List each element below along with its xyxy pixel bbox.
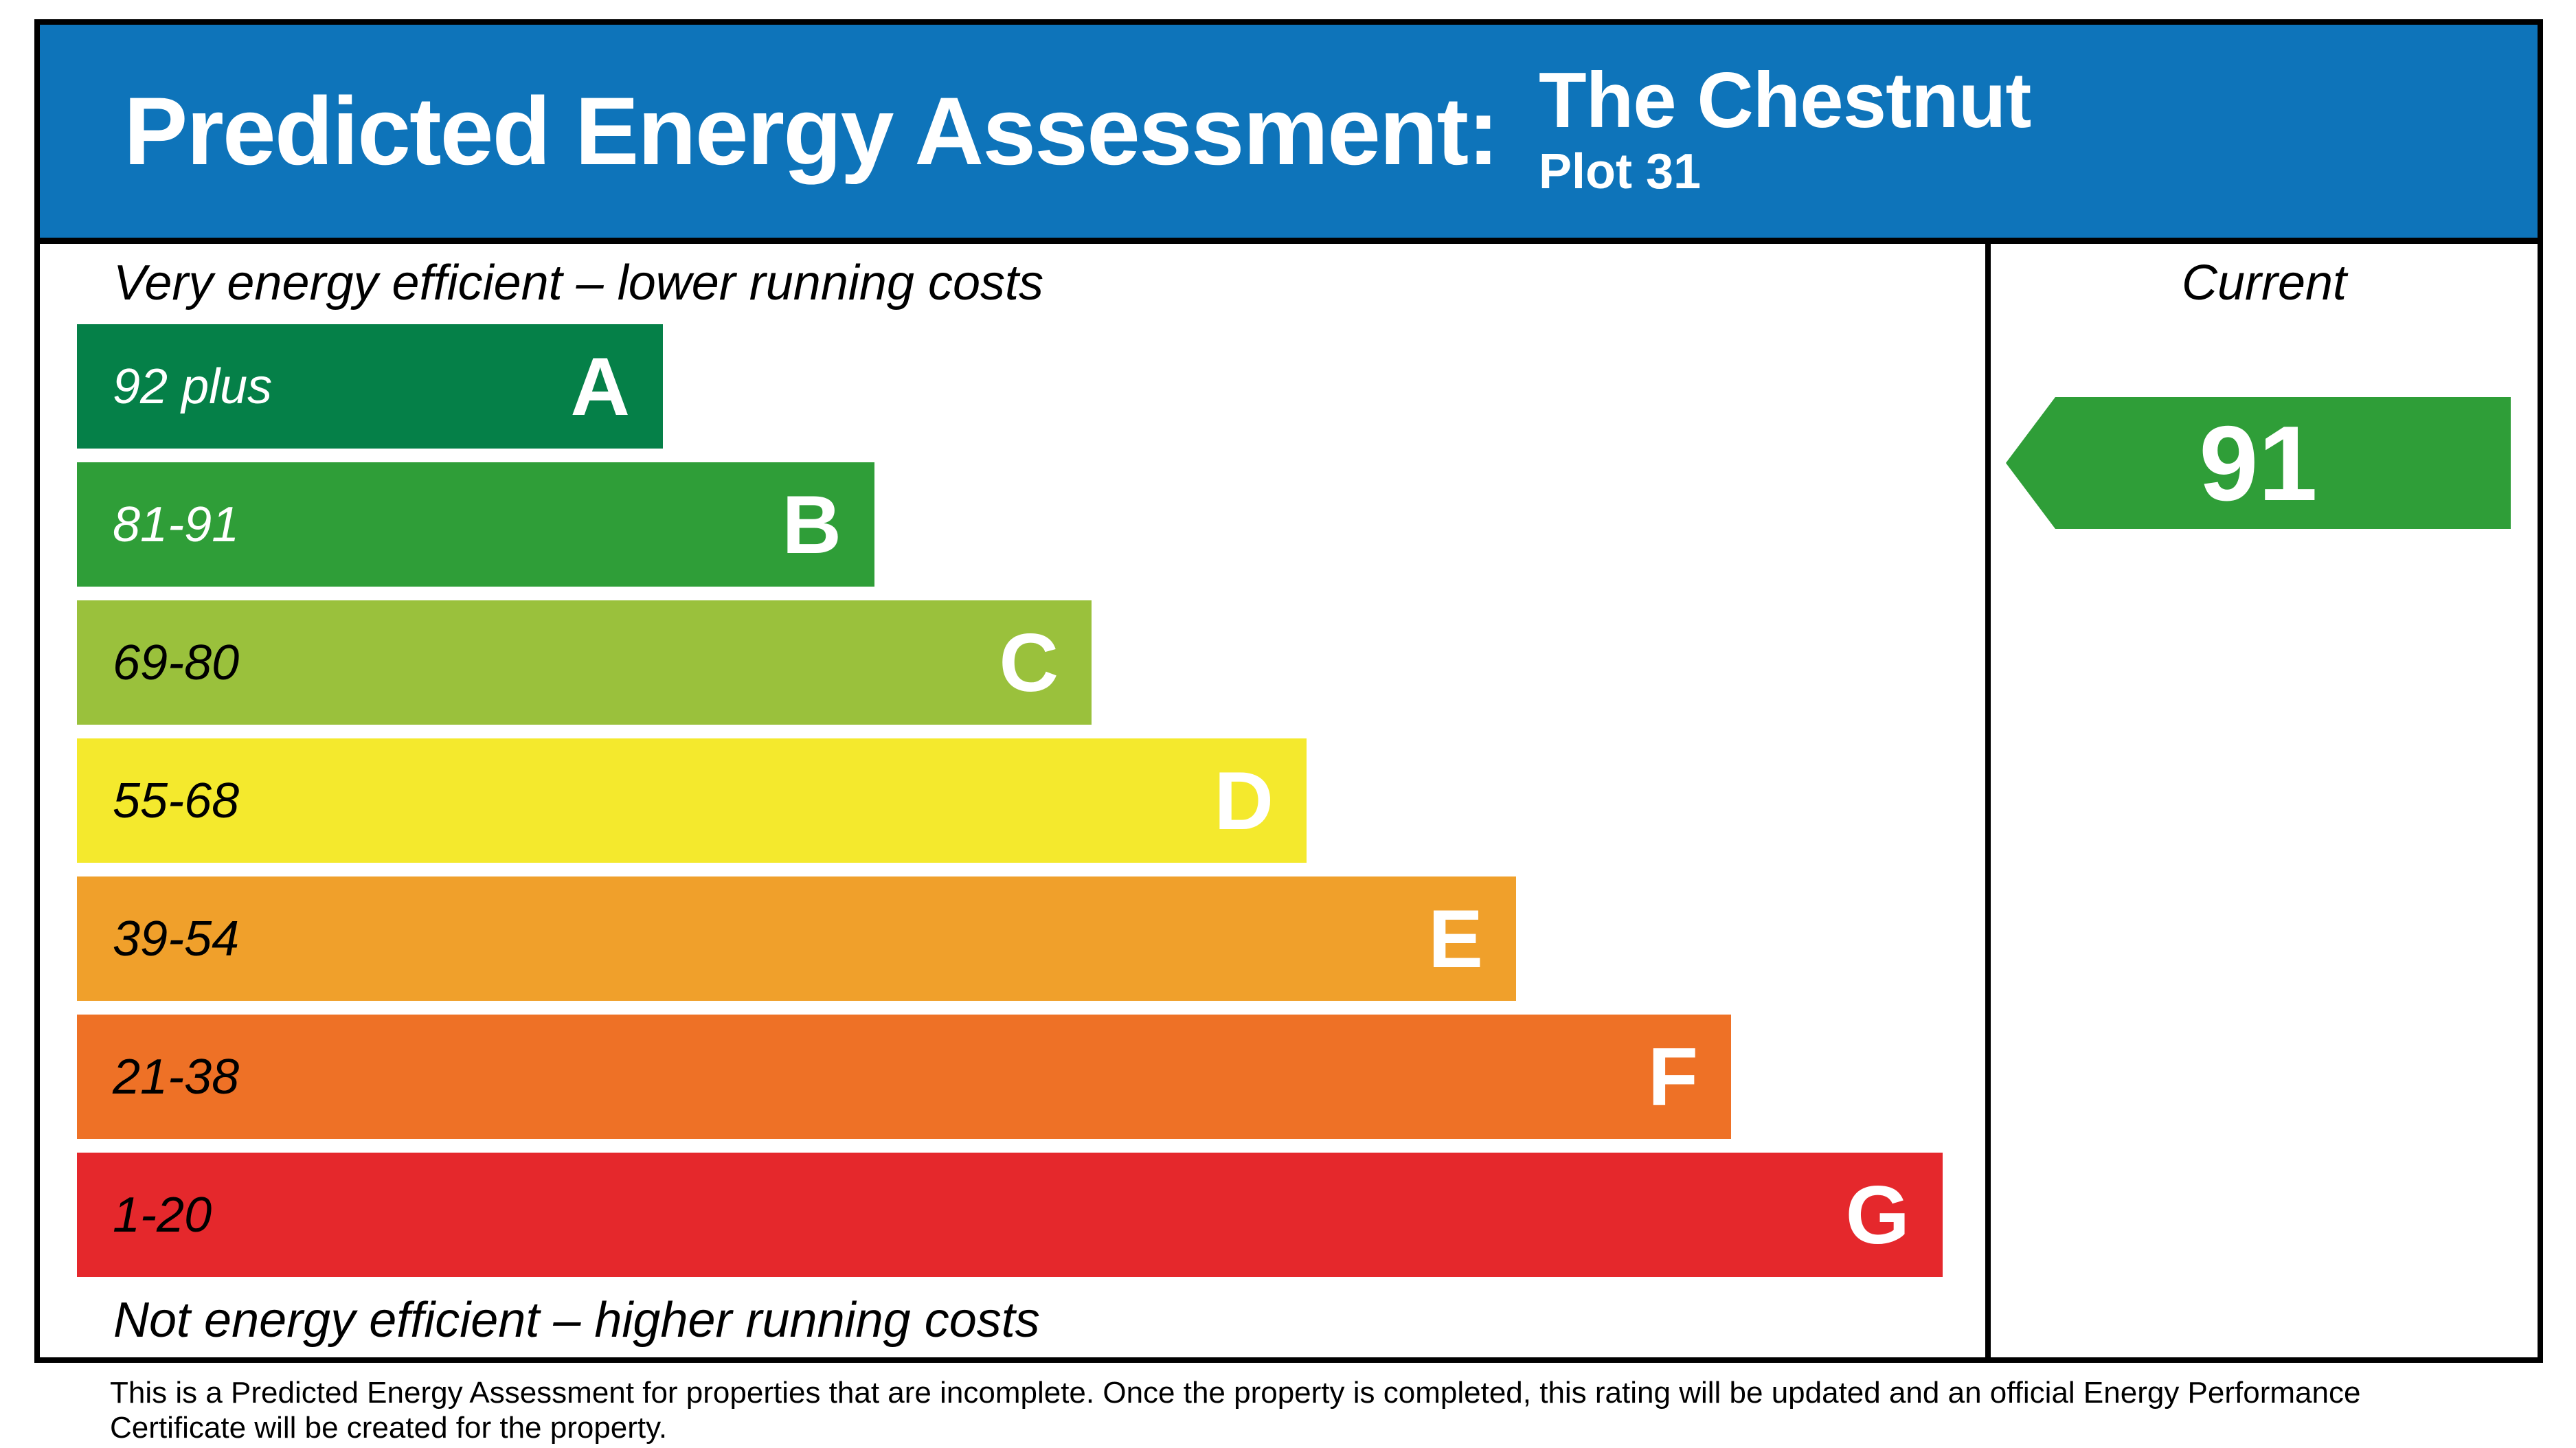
- band-row: 1-20 G: [77, 1153, 1943, 1277]
- current-rating-value: 91: [2199, 403, 2318, 523]
- column-divider: [1985, 244, 1991, 1357]
- band-range-label: 55-68: [113, 773, 240, 828]
- band-range-label: 1-20: [113, 1187, 212, 1243]
- band-range-label: 81-91: [113, 497, 240, 552]
- band-letter: B: [782, 478, 841, 571]
- band-range-label: 39-54: [113, 911, 240, 966]
- page-title: Predicted Energy Assessment:: [124, 77, 1500, 185]
- band-range-label: 92 plus: [113, 359, 273, 414]
- current-column-header: Current: [2181, 256, 2347, 310]
- current-rating-arrow: 91: [2006, 397, 2511, 529]
- band-row: 55-68 D: [77, 738, 1307, 863]
- band-letter: D: [1214, 754, 1274, 847]
- bottom-axis-label: Not energy efficient – higher running co…: [113, 1293, 1040, 1348]
- footer-note: This is a Predicted Energy Assessment fo…: [110, 1375, 2360, 1445]
- band-range-label: 69-80: [113, 635, 240, 690]
- band-letter: F: [1647, 1030, 1698, 1123]
- band-letter: G: [1845, 1168, 1910, 1261]
- band-letter: E: [1427, 892, 1483, 985]
- band-row: 39-54 E: [77, 876, 1516, 1001]
- top-axis-label: Very energy efficient – lower running co…: [113, 256, 1044, 310]
- band-row: 69-80 C: [77, 600, 1092, 725]
- footer-line-2: Certificate will be created for the prop…: [110, 1411, 668, 1445]
- header-bar: Predicted Energy Assessment: The Chestnu…: [40, 25, 2538, 244]
- band-letter: A: [570, 340, 630, 433]
- property-name: The Chestnut: [1539, 57, 2031, 144]
- plot-number: Plot 31: [1539, 144, 1702, 199]
- band-row: 21-38 F: [77, 1015, 1731, 1139]
- property-info: The Chestnut Plot 31: [1539, 57, 2031, 199]
- footer-line-1: This is a Predicted Energy Assessment fo…: [110, 1376, 2361, 1410]
- band-row: 81-91 B: [77, 462, 874, 587]
- band-range-label: 21-38: [113, 1049, 240, 1105]
- rating-bands: 92 plus A 81-91 B 69-80 C 55-68 D 39-54 …: [77, 324, 1943, 1291]
- band-letter: C: [999, 616, 1059, 709]
- band-row: 92 plus A: [77, 324, 663, 449]
